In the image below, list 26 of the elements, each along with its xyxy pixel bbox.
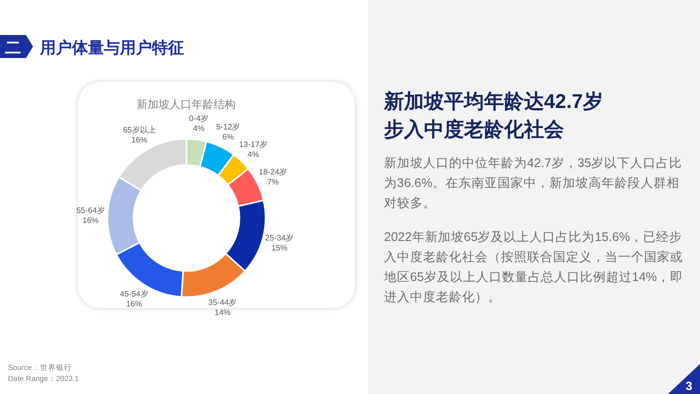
text: 二: [5, 40, 21, 57]
data-label: 16%: [131, 135, 148, 144]
slice-label: 5-12岁: [216, 122, 240, 132]
slice-label: 35-44岁: [208, 298, 237, 307]
text: 3: [686, 379, 693, 393]
text: 用户体量与用户特征: [39, 39, 184, 57]
data-label: 7%: [267, 177, 279, 186]
data-label: 15%: [271, 243, 288, 252]
data-label: 14%: [214, 308, 231, 317]
data-label: 6%: [222, 132, 234, 142]
text: 步入中度老龄化社会: [384, 118, 564, 143]
data-label: 16%: [126, 299, 142, 308]
slice-label: 18-24岁: [258, 167, 288, 176]
data-label: 4%: [248, 150, 260, 160]
text: 新加坡人口的中位年龄为42.7岁，35岁以下人口占比为36.6%。在东南亚国家中，新加坡高年龄段人群相对较多。: [384, 155, 684, 212]
chart-title: 新加坡人口年龄结构: [136, 98, 236, 111]
slice-label: 45-54岁: [120, 289, 148, 298]
text: 新加坡平均年龄达42.7岁: [384, 90, 603, 115]
data-label: 16%: [82, 216, 99, 225]
slice-label: 0-4岁: [188, 114, 209, 123]
text: 2022年新加坡65岁及以上人口占比为15.6%，已经步入中度老龄化社会（按照联合国定义，当一个国家或地区65岁及以上人口数量占总人口比例超过14%，即进入中度老龄化）。: [384, 229, 684, 306]
slice-label: 55-64岁: [76, 206, 105, 215]
slice-label: 25-34岁: [265, 233, 294, 242]
data-label: 4%: [192, 124, 205, 133]
slice-label: 65岁以上: [122, 125, 156, 134]
slice-label: 13-17岁: [239, 140, 268, 150]
